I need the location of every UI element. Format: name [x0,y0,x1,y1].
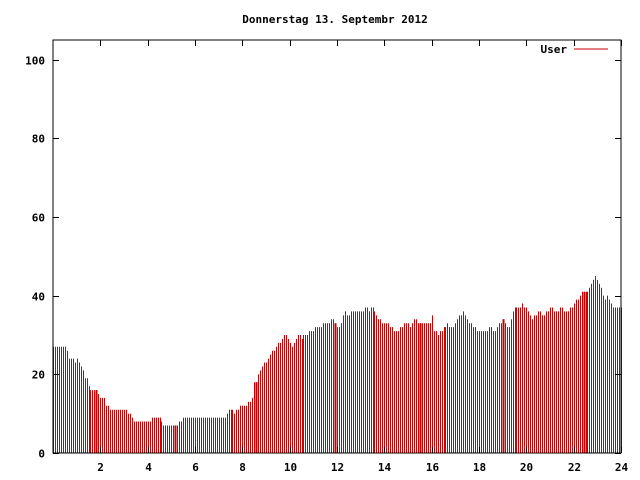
x-tick-label: 8 [239,461,246,474]
x-tick-label: 22 [568,461,581,474]
y-tick-label: 0 [38,448,45,461]
y-axis: 0 20 40 60 80 100 [25,55,621,461]
x-tick-label: 14 [378,461,392,474]
x-tick-label: 20 [520,461,533,474]
chart-title: Donnerstag 13. Septembr 2012 [242,13,427,26]
x-tick-label: 4 [145,461,152,474]
x-tick-label: 16 [426,461,440,474]
y-tick-label: 40 [32,291,45,304]
x-tick-label: 12 [331,461,344,474]
plot-frame [52,39,622,454]
x-axis: 2 4 6 8 10 12 14 16 18 20 22 24 [97,40,628,474]
x-tick-label: 18 [473,461,486,474]
bar-series-user [53,276,622,453]
x-tick-label: 24 [615,461,629,474]
y-tick-label: 100 [25,55,45,68]
y-tick-label: 20 [32,369,45,382]
y-tick-label: 80 [32,133,45,146]
x-tick-label: 2 [97,461,104,474]
x-tick-label: 10 [284,461,297,474]
legend: User [541,43,608,56]
y-tick-label: 60 [32,212,45,225]
x-tick-label: 6 [192,461,199,474]
legend-label: User [541,43,568,56]
